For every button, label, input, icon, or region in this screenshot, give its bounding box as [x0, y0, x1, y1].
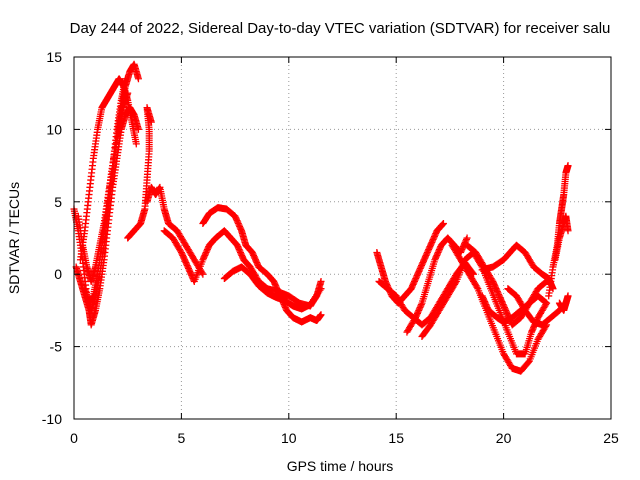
series-arc-11: [373, 220, 447, 307]
data-point: [124, 89, 132, 97]
data-point: [317, 277, 325, 285]
series-arc-7: [143, 183, 207, 278]
tick-labels: 0 5 10 15 20 25 -10 -5 0 5 10 15: [42, 49, 619, 446]
data-point: [564, 162, 572, 170]
series-arc-5: [81, 89, 132, 307]
data-point: [543, 299, 551, 307]
data-point: [122, 75, 130, 83]
data-point: [147, 118, 155, 126]
x-tick-label: 5: [178, 430, 186, 446]
data-point: [316, 286, 324, 294]
series-arc-17: [478, 241, 557, 293]
series-arc-10: [220, 263, 325, 313]
series-arc-22: [555, 292, 572, 314]
x-tick-label: 10: [281, 430, 297, 446]
y-tick-label: 15: [46, 49, 62, 65]
x-axis-title: GPS time / hours: [287, 458, 394, 474]
data-point: [463, 234, 471, 242]
x-tick-label: 25: [603, 430, 619, 446]
x-tick-label: 20: [496, 430, 512, 446]
data-point: [317, 285, 325, 293]
data-point: [564, 292, 572, 300]
data-point: [473, 283, 481, 291]
data-point: [199, 270, 207, 278]
y-tick-label: 5: [54, 194, 62, 210]
data-point: [451, 279, 459, 287]
data-points: [70, 60, 572, 375]
grid-lines: [74, 57, 611, 419]
data-point: [317, 311, 325, 319]
data-point: [542, 298, 550, 306]
data-point: [439, 220, 447, 228]
data-point: [564, 227, 572, 235]
y-tick-label: 0: [54, 266, 62, 282]
y-tick-label: -5: [50, 339, 63, 355]
chart-title: Day 244 of 2022, Sidereal Day-to-day VTE…: [70, 20, 611, 37]
data-point: [134, 75, 142, 83]
y-tick-label: 10: [46, 121, 62, 137]
series-arc-21: [551, 212, 572, 264]
series-arc-13: [403, 234, 471, 336]
y-tick-label: -10: [42, 411, 62, 427]
data-point: [542, 278, 550, 286]
data-point: [132, 140, 140, 148]
data-point: [134, 125, 142, 133]
x-tick-label: 15: [388, 430, 404, 446]
axis-ticks: [73, 56, 612, 420]
y-axis-title: SDTVAR / TECUs: [6, 182, 22, 294]
data-point: [549, 285, 557, 293]
x-tick-label: 0: [70, 430, 78, 446]
plot-frame: [73, 56, 612, 420]
